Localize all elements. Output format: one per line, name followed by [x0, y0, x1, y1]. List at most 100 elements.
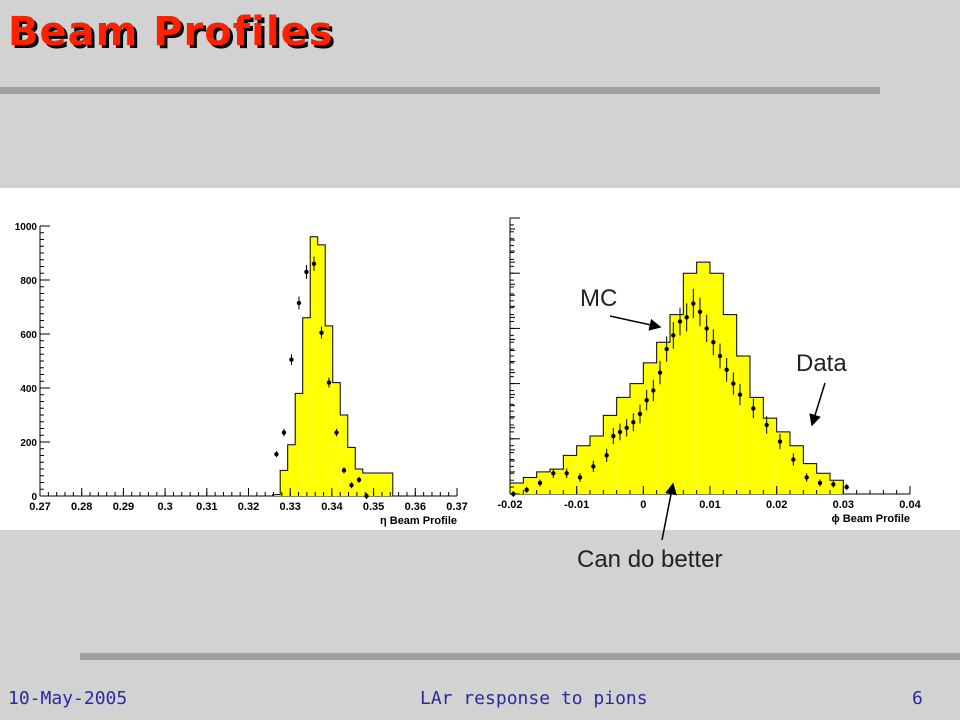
data-point	[551, 471, 556, 476]
data-point	[274, 451, 279, 457]
data-point	[791, 457, 796, 462]
y-tick-label: 200	[20, 438, 37, 449]
data-point	[356, 477, 362, 482]
data-point	[817, 480, 823, 486]
mc-histogram-bin	[362, 473, 371, 496]
data-point	[684, 315, 689, 320]
mc-histogram-bin	[710, 273, 724, 494]
data-point	[617, 429, 623, 435]
mc-histogram-bin	[340, 415, 348, 496]
data-point	[711, 340, 716, 345]
data-point	[326, 380, 332, 385]
data-point	[717, 353, 723, 359]
data-point	[341, 468, 347, 473]
data-point	[671, 333, 676, 338]
data-point	[349, 483, 354, 488]
mc-histogram-bin	[272, 494, 281, 496]
data-point	[651, 388, 656, 393]
x-tick-label: -0.02	[497, 499, 522, 511]
data-point	[777, 439, 783, 444]
mc-histogram-bin	[590, 436, 604, 494]
mc-histogram-bin	[287, 444, 296, 496]
x-tick-label: 0.31	[196, 501, 217, 513]
data-arrow	[809, 382, 826, 427]
can-do-better-label: Can do better	[577, 546, 723, 573]
data-point	[631, 420, 636, 425]
data-point	[724, 367, 729, 372]
y-tick-label: 1000	[15, 222, 38, 233]
mc-histogram-bin	[803, 463, 817, 494]
mc-histogram-outline	[509, 261, 844, 494]
mc-histogram-bin	[377, 473, 393, 496]
mc-histogram-bin	[295, 393, 303, 496]
data-point	[637, 411, 643, 417]
data-point	[664, 346, 669, 352]
x-tick-label: -0.01	[564, 499, 589, 511]
data-point	[604, 453, 609, 458]
mc-histogram-bin	[370, 473, 378, 496]
data-point	[564, 471, 569, 476]
can-do-better-arrow	[661, 482, 677, 541]
mc-histogram-bin	[280, 470, 288, 496]
mc-histogram-bin	[816, 473, 830, 494]
x-tick-label: 0.34	[321, 501, 343, 513]
data-point	[731, 381, 736, 386]
data-point	[524, 487, 529, 493]
x-tick-label: 0.35	[363, 501, 384, 513]
mc-histogram-bin	[750, 397, 764, 494]
page-number: 6	[912, 688, 923, 709]
data-point	[831, 482, 836, 487]
mc-histogram-bin	[763, 418, 777, 494]
slide-title: Beam Profiles	[8, 9, 334, 55]
x-tick-label: 0.3	[157, 501, 172, 513]
data-point	[764, 422, 769, 428]
footer-title: LAr response to pions	[420, 688, 648, 709]
data-point	[697, 309, 703, 315]
eta-beam-profile-chart: 0.27 0.28 0.29 0.3 0.31 0.32 0.33 0.34 0.35 0.36 0…	[15, 222, 468, 527]
x-tick-label: 0.33	[279, 501, 300, 513]
data-point	[537, 480, 543, 486]
data-point	[737, 392, 743, 397]
mc-histogram-bin	[576, 445, 590, 494]
data-point	[677, 319, 683, 324]
data-point	[296, 300, 302, 306]
x-tick-label: 0.03	[833, 499, 854, 511]
x-axis-label: η Beam Profile	[380, 515, 457, 527]
mc-histogram-bin	[510, 482, 524, 494]
footer-divider	[80, 653, 960, 660]
data-point	[281, 430, 287, 435]
x-axis-label: ϕ Beam Profile	[831, 513, 910, 525]
x-tick-label: 0	[640, 499, 646, 511]
mc-histogram-bin	[332, 382, 341, 496]
data-point	[624, 425, 629, 430]
x-tick-label: 0.36	[405, 501, 426, 513]
x-tick-label: 0.28	[71, 501, 92, 513]
data-point	[577, 475, 583, 480]
data-point	[704, 326, 709, 331]
mc-histogram-bin	[302, 317, 311, 496]
data-point	[591, 464, 596, 469]
y-tick-label: 400	[20, 384, 37, 395]
data-point	[289, 357, 294, 362]
x-tick-label: 0.01	[699, 499, 720, 511]
data-point	[751, 406, 756, 411]
x-tick-label: 0.27	[29, 501, 50, 513]
data-point	[657, 370, 663, 375]
data-point	[311, 261, 317, 266]
mc-histogram-outline	[272, 236, 394, 496]
data-point	[644, 397, 649, 403]
beam-profile-plots: 0.27 0.28 0.29 0.3 0.31 0.32 0.33 0.34 0.35 0.36 0…	[15, 217, 922, 527]
footer-date: 10-May-2005	[8, 688, 128, 709]
mc-histogram-bin	[563, 455, 577, 494]
y-tick-label: 800	[20, 276, 37, 287]
data-point	[319, 330, 324, 335]
title-divider	[0, 87, 880, 94]
data-point	[611, 433, 616, 439]
mc-histogram-bin	[325, 325, 333, 496]
mc-histogram-bin	[536, 471, 550, 494]
x-tick-label: 0.04	[899, 499, 921, 511]
data-label: Data	[796, 350, 847, 377]
mc-histogram-bin	[310, 236, 318, 497]
x-tick-label: 0.32	[238, 501, 259, 513]
